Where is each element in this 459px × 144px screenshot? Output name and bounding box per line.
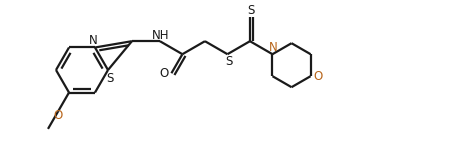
Text: O: O (53, 109, 62, 122)
Text: NH: NH (152, 29, 169, 42)
Text: S: S (224, 55, 232, 68)
Text: N: N (89, 34, 97, 47)
Text: S: S (106, 72, 113, 85)
Text: O: O (159, 67, 168, 80)
Text: S: S (247, 4, 254, 17)
Text: N: N (269, 41, 277, 54)
Text: O: O (312, 70, 321, 83)
